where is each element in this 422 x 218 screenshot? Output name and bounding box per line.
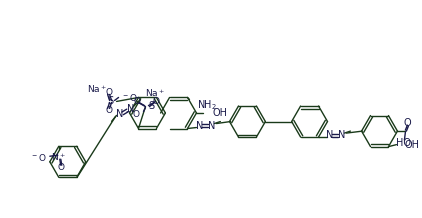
Text: $^-$O: $^-$O	[121, 92, 137, 103]
Text: $^-$O: $^-$O	[30, 152, 47, 163]
Text: O: O	[105, 106, 112, 115]
Text: N$^+$: N$^+$	[51, 151, 66, 163]
Text: N: N	[116, 109, 123, 119]
Text: N: N	[326, 130, 333, 140]
Text: Na$^+$: Na$^+$	[145, 88, 165, 99]
Text: O: O	[57, 163, 64, 172]
Text: N: N	[208, 121, 215, 131]
Text: OH: OH	[212, 108, 227, 118]
Text: O: O	[403, 118, 411, 128]
Text: S: S	[108, 96, 114, 106]
Text: NH$_2$: NH$_2$	[197, 99, 217, 112]
Text: O: O	[133, 97, 140, 106]
Text: HO: HO	[396, 138, 411, 148]
Text: O: O	[153, 97, 160, 106]
Text: $^-$O: $^-$O	[124, 108, 141, 119]
Text: N: N	[127, 104, 134, 114]
Text: N: N	[196, 121, 203, 131]
Text: Na$^+$: Na$^+$	[87, 84, 107, 95]
Text: N: N	[338, 130, 345, 140]
Text: O: O	[105, 88, 112, 97]
Text: OH: OH	[404, 140, 419, 150]
Text: S: S	[149, 100, 154, 111]
